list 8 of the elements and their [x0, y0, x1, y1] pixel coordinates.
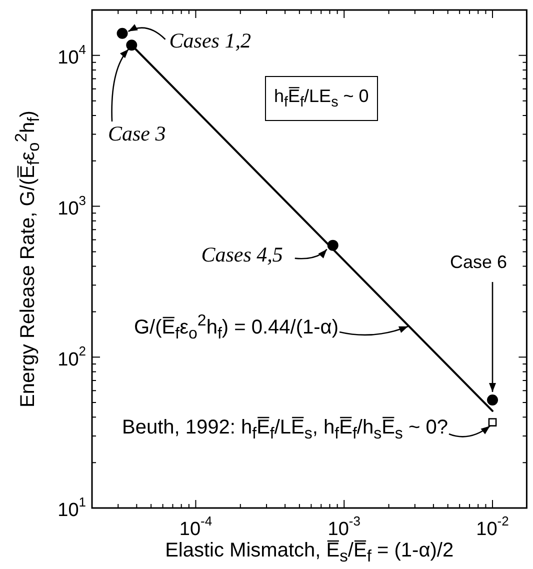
annotation: Case 6	[450, 252, 508, 272]
annotation: Cases 1,2	[169, 28, 251, 53]
annotation: Case 3	[108, 122, 166, 146]
x-axis-title: Elastic Mismatch, E̅$_{s}$/E̅$_{f}$ = (1-α)/2	[165, 540, 454, 566]
text: Beuth, 1992: h$_{f}$E̅$_{f}$/LE̅$_{s}$, h$_{f}$E̅$_{f}$/h$_{s}$E̅$_{s}$ ~ 0?	[122, 416, 448, 442]
annotation: h$_{f}$E̅$_{f}$/LE$_{s}$ ~ 0	[265, 76, 378, 121]
annotation: Cases 4,5	[201, 242, 283, 267]
annotation: G/(E̅$_{f}$ε$_{o}$$^{2}$h$_{f}$) = 0.44/(1-α)	[134, 312, 338, 342]
